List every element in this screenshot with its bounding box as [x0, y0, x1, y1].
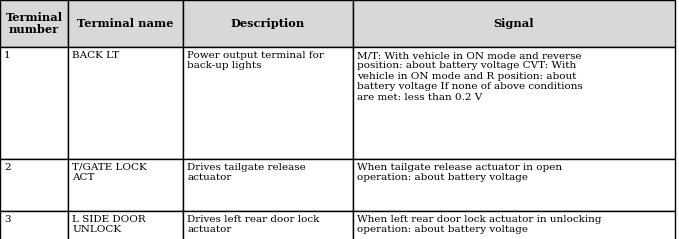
Text: Terminal
number: Terminal number [5, 12, 62, 35]
Text: Drives left rear door lock
actuator: Drives left rear door lock actuator [187, 215, 319, 234]
Text: L SIDE DOOR
UNLOCK: L SIDE DOOR UNLOCK [72, 215, 145, 234]
Text: T/GATE LOCK
ACT: T/GATE LOCK ACT [72, 163, 147, 182]
Bar [0, 0, 68, 47]
Bar [68, 0, 183, 47]
Bar [353, 47, 675, 159]
Bar [353, 0, 675, 47]
Bar [68, 47, 183, 159]
Bar [0, 211, 68, 239]
Text: Terminal name: Terminal name [77, 18, 174, 29]
Text: M/T: With vehicle in ON mode and reverse
position: about battery voltage CVT: Wi: M/T: With vehicle in ON mode and reverse… [357, 51, 583, 102]
Bar [183, 0, 353, 47]
Text: Signal: Signal [494, 18, 534, 29]
Bar [353, 211, 675, 239]
Bar [183, 211, 353, 239]
Bar [68, 159, 183, 211]
Text: BACK LT: BACK LT [72, 51, 119, 60]
Text: When tailgate release actuator in open
operation: about battery voltage: When tailgate release actuator in open o… [357, 163, 562, 182]
Text: Description: Description [231, 18, 305, 29]
Bar [68, 211, 183, 239]
Text: 1: 1 [4, 51, 11, 60]
Text: Power output terminal for
back-up lights: Power output terminal for back-up lights [187, 51, 324, 71]
Text: Drives tailgate release
actuator: Drives tailgate release actuator [187, 163, 306, 182]
Text: 3: 3 [4, 215, 11, 224]
Text: When left rear door lock actuator in unlocking
operation: about battery voltage: When left rear door lock actuator in unl… [357, 215, 602, 234]
Bar [0, 47, 68, 159]
Bar [183, 47, 353, 159]
Bar [0, 159, 68, 211]
Bar [353, 159, 675, 211]
Text: 2: 2 [4, 163, 11, 172]
Bar [183, 159, 353, 211]
